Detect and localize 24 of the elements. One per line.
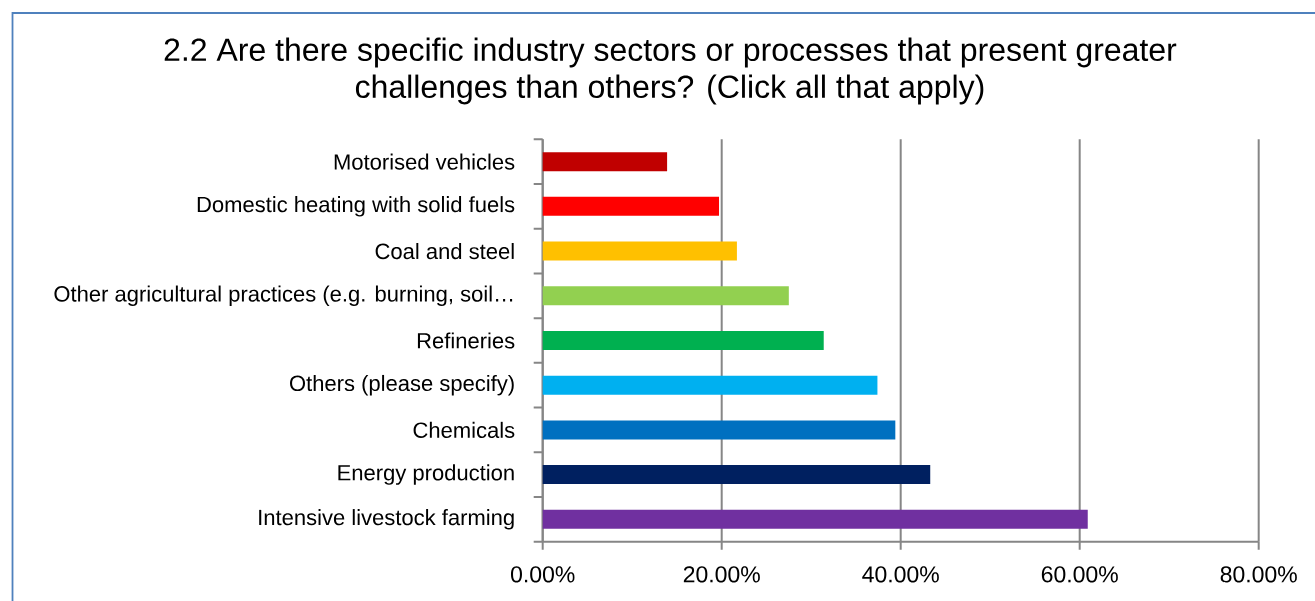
bar (542, 286, 789, 306)
y-tick-label: Others (please specify) (290, 374, 514, 396)
y-tick-label: Coal and steel (375, 242, 514, 260)
bar (542, 420, 896, 440)
bar (542, 152, 668, 172)
y-tick-label: Other agricultural practices (e.g. burning, soil… (54, 285, 513, 307)
x-tick-label: 20.00% (683, 566, 760, 583)
x-tick-label: 0.00% (510, 566, 575, 583)
y-tick-label: Energy production (338, 464, 514, 485)
bar (542, 241, 737, 261)
bar (542, 330, 824, 350)
bar (542, 509, 1088, 529)
y-tick-label: Refineries (417, 332, 515, 349)
y-tick-label: Chemicals (413, 421, 515, 438)
y-tick-label: Domestic heating with solid fuels (197, 196, 515, 217)
bar (542, 196, 720, 216)
x-tick-label: 80.00% (1220, 566, 1297, 583)
y-tick-label: Motorised vehicles (334, 153, 515, 170)
x-tick-label: 60.00% (1041, 566, 1118, 583)
x-tick-label: 40.00% (862, 566, 939, 583)
chart-title: 2.2 Are there specific industry sectors or processes that present greater challenges than others? (Click all that apply) (164, 37, 1177, 105)
bar (542, 375, 878, 395)
y-tick-label: Intensive livestock farming (259, 509, 514, 530)
bar (542, 465, 931, 485)
